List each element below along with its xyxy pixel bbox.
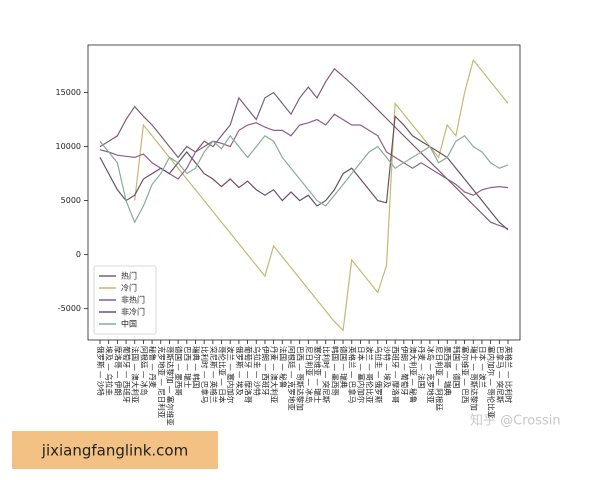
x-tick-label: 波兰 — 哥伦比亚 <box>365 346 375 404</box>
legend-label: 非热门 <box>121 295 145 305</box>
x-tick-label: 冰岛 — 克罗地亚 <box>426 346 436 404</box>
y-tick-label: 5000 <box>61 196 81 205</box>
y-tick-label: 15000 <box>56 88 81 97</box>
legend-label: 冷门 <box>121 283 137 293</box>
x-tick-label: 比利时 — 突尼斯 <box>322 346 332 404</box>
x-tick-label: 日本 — 波兰 <box>478 346 488 389</box>
x-tick-label: 伊朗 — 西班牙 <box>261 346 271 396</box>
x-tick-label: 英格兰 — 巴拿马 <box>348 346 358 403</box>
x-tick-label: 塞尔维亚 — 瑞士 <box>313 346 323 404</box>
x-tick-label: 乌拉圭 — 沙特 <box>252 346 262 396</box>
x-tick-label: 丹麦 — 法国 <box>417 346 427 388</box>
x-tick-label: 突尼斯 — 英格兰 <box>209 346 219 404</box>
x-tick-label: 巴西 — 瑞士 <box>183 346 193 389</box>
x-tick-label: 墨西哥 — 瑞典 <box>443 346 453 396</box>
y-tick-label: -5000 <box>58 304 81 313</box>
x-tick-label: 秘鲁 — 丹麦 <box>148 346 158 389</box>
x-tick-label: 尼日利亚 — 阿根廷 <box>435 346 445 411</box>
series-line <box>99 67 509 230</box>
x-tick-label: 瑞典 — 韩国 <box>191 346 201 388</box>
legend-label: 中国 <box>121 319 137 329</box>
series-line <box>99 134 509 224</box>
site-badge <box>12 431 218 469</box>
x-tick-label: 克罗地亚 — 尼日利亚 <box>157 346 167 419</box>
site-watermark: jixiangfanglink.com <box>41 442 188 460</box>
x-tick-label: 乌拉圭 — 俄罗斯 <box>374 346 384 404</box>
x-tick-label: 波兰 — 塞内加尔 <box>226 346 236 404</box>
x-tick-label: 西班牙 — 摩洛哥 <box>391 346 401 404</box>
x-tick-label: 比利时 — 巴拿马 <box>200 346 210 403</box>
x-tick-label: 摩洛哥 — 伊朗 <box>113 346 123 396</box>
x-tick-label: 伊朗 — 葡萄牙 <box>400 346 410 396</box>
x-tick-label: 法国 — 澳大利亚 <box>131 346 141 404</box>
plot-frame <box>87 44 521 341</box>
x-tick-label: 沙特 — 埃及 <box>382 346 392 389</box>
x-tick-label: 埃及 — 乌拉圭 <box>105 346 115 396</box>
legend-label: 非冷门 <box>121 307 145 317</box>
x-tick-label: 葡萄牙 — 西班牙 <box>122 346 132 404</box>
x-tick-label: 德国 — 墨西哥 <box>174 346 184 396</box>
x-tick-label: 法国 — 秘鲁 <box>278 346 288 388</box>
x-tick-label: 韩国 — 墨西哥 <box>330 346 340 396</box>
x-tick-label: 巴拿马 — 突尼斯 <box>495 346 505 404</box>
legend-label: 热门 <box>121 271 137 281</box>
x-tick-label: 澳大利亚 — 秘鲁 <box>409 346 419 403</box>
x-tick-label: 塞尔维亚 — 巴西 <box>461 346 471 404</box>
y-tick-label: 10000 <box>56 142 81 151</box>
x-tick-label: 阿根廷 — 克罗地亚 <box>287 346 297 411</box>
x-tick-label: 俄罗斯 — 埃及 <box>235 346 245 396</box>
x-tick-label: 巴西 — 哥斯达黎加 <box>296 346 306 411</box>
x-tick-label: 塞内加尔 — 哥伦比亚 <box>487 346 497 419</box>
x-tick-label: 英格兰 — 比利时 <box>504 346 514 404</box>
x-tick-label: 丹麦 — 澳大利亚 <box>270 346 280 404</box>
x-tick-label: 葡萄牙 — 摩洛哥 <box>244 346 254 404</box>
y-tick-label: 0 <box>76 250 81 259</box>
x-tick-label: 哥伦比亚 — 日本 <box>218 346 228 404</box>
x-tick-label: 哥斯达黎加 — 塞尔维亚 <box>165 346 175 426</box>
x-tick-label: 德国 — 瑞典 <box>339 346 349 389</box>
series-line <box>134 58 509 332</box>
x-tick-label: 阿根廷 — 冰岛 <box>139 346 149 396</box>
series-line <box>99 114 509 231</box>
legend-box <box>93 265 157 335</box>
author-watermark: 知乎 @Crossin <box>470 413 561 429</box>
x-tick-label: 瑞士 — 哥斯达黎加 <box>469 346 479 411</box>
x-tick-label: 日本 — 塞内加尔 <box>356 346 366 404</box>
x-tick-label: 尼日利亚 — 冰岛 <box>304 346 314 403</box>
x-tick-label: 俄罗斯 — 沙特 <box>96 346 106 396</box>
x-tick-label: 韩国 — 德国 <box>452 346 462 388</box>
